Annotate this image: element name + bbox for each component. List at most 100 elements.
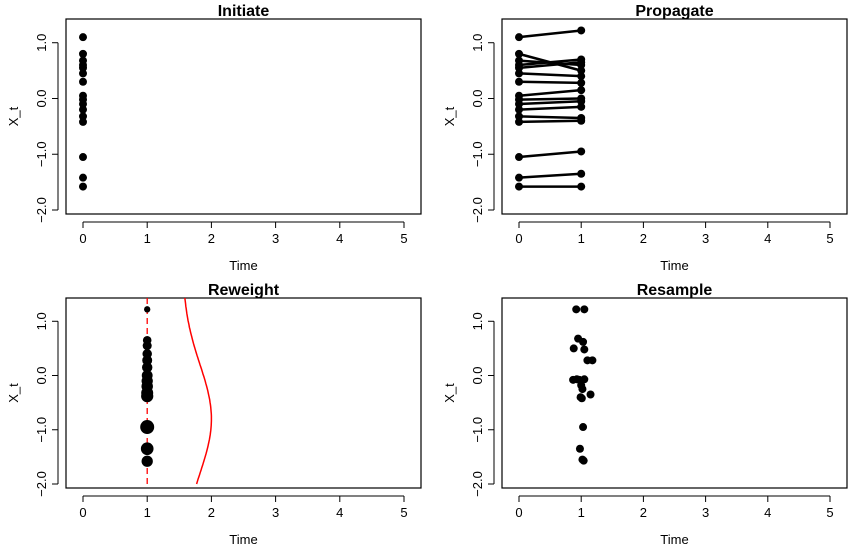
x-tick-label: 3	[272, 231, 279, 246]
data-point	[141, 390, 154, 403]
y-axis: −2.0 −1.0 0.0 1.0	[34, 34, 59, 223]
x-tick-label: 2	[208, 231, 215, 246]
x-axis-label: Time	[229, 258, 257, 273]
data-point	[577, 97, 586, 106]
y-axis-label: X_t	[442, 106, 457, 126]
data-point	[580, 305, 589, 314]
data-point	[515, 63, 523, 72]
data-point	[575, 444, 584, 453]
x-axis-label: Time	[229, 532, 257, 547]
x-tick-label: 3	[702, 505, 709, 520]
x-tick-label: 5	[400, 505, 407, 520]
trajectory-line	[518, 150, 582, 159]
data-point	[515, 153, 523, 162]
panel-4: Resample 0 1 2 3 4 5 Time −2.0 −1.0 0.0 1.0 X_t	[442, 282, 848, 547]
data-point	[79, 173, 87, 182]
x-axis: 0 1 2 3 4 5	[515, 495, 834, 520]
trajectory-line	[518, 58, 582, 67]
x-axis-label: Time	[660, 532, 688, 547]
data-point	[79, 112, 87, 121]
chart-title: Resample	[637, 282, 713, 299]
x-tick-label: 5	[400, 231, 407, 246]
y-tick-label: 1.0	[34, 312, 49, 330]
x-tick-label: 4	[764, 231, 771, 246]
data-point	[140, 442, 154, 456]
data-point	[577, 102, 586, 111]
trajectory-line	[518, 119, 582, 124]
data-point	[580, 345, 589, 354]
plot-frame	[65, 18, 422, 215]
trajectory-line	[518, 60, 582, 70]
plot-frame	[65, 297, 422, 489]
y-tick-label: 1.0	[470, 312, 485, 330]
data-point	[515, 69, 523, 78]
data-point	[577, 58, 586, 67]
y-tick-label: 0.0	[34, 366, 49, 384]
data-marks	[140, 297, 213, 488]
data-point	[578, 385, 587, 394]
chart-title: Reweight	[208, 282, 280, 299]
data-point	[79, 69, 87, 78]
y-tick-label: 1.0	[470, 34, 485, 52]
y-axis: −2.0 −1.0 0.0 1.0	[34, 312, 59, 497]
data-point	[142, 362, 153, 373]
panel-2: Propagate 0 1 2 3 4 5 Time −2.0 −1.0 0.0 1.0 X_t	[442, 3, 848, 273]
x-tick-label: 1	[144, 505, 151, 520]
data-point	[515, 105, 523, 114]
y-tick-label: −1.0	[470, 141, 485, 167]
data-point	[79, 100, 87, 109]
data-point	[140, 420, 155, 435]
y-tick-label: −2.0	[34, 471, 49, 497]
x-axis-label: Time	[660, 258, 688, 273]
data-point	[569, 344, 578, 353]
data-point	[515, 77, 523, 86]
data-point	[577, 394, 586, 403]
data-point	[79, 117, 87, 126]
data-point	[577, 116, 586, 125]
y-axis: −2.0 −1.0 0.0 1.0	[470, 312, 495, 497]
chart-title: Initiate	[218, 3, 270, 20]
data-point	[515, 173, 523, 182]
y-tick-label: 0.0	[470, 366, 485, 384]
trajectory-line	[518, 97, 582, 101]
trajectory-line	[518, 105, 582, 111]
data-point	[572, 305, 581, 314]
x-tick-label: 5	[826, 231, 833, 246]
data-point	[586, 390, 595, 399]
x-tick-label: 2	[640, 231, 647, 246]
x-tick-label: 1	[578, 231, 585, 246]
data-point	[577, 86, 586, 95]
data-point	[579, 423, 588, 432]
x-tick-label: 4	[336, 231, 343, 246]
data-point	[79, 105, 87, 114]
data-point	[79, 49, 87, 58]
data-point	[515, 100, 523, 109]
trajectory-line	[518, 88, 582, 97]
trajectory-line	[518, 100, 582, 106]
panel-1: Initiate 0 1 2 3 4 5 Time −2.0 −1.0 0.0 1.0 X_t	[6, 3, 422, 273]
x-tick-label: 0	[79, 505, 86, 520]
y-axis-label: X_t	[6, 383, 21, 403]
trajectory-line	[518, 80, 582, 85]
data-point	[144, 306, 151, 313]
y-axis-label: X_t	[6, 106, 21, 126]
x-tick-label: 2	[640, 505, 647, 520]
data-marks	[515, 26, 586, 191]
x-tick-label: 1	[144, 231, 151, 246]
data-point	[79, 153, 87, 162]
trajectory-line	[518, 72, 582, 78]
density-curve	[184, 297, 213, 485]
y-tick-label: −1.0	[34, 417, 49, 443]
x-tick-label: 0	[79, 231, 86, 246]
x-axis: 0 1 2 3 4 5	[515, 221, 834, 246]
data-point	[577, 78, 586, 87]
data-point	[580, 375, 589, 384]
data-point	[577, 72, 586, 81]
trajectory-line	[518, 29, 582, 39]
data-point	[579, 337, 588, 346]
data-point	[79, 33, 87, 42]
x-tick-label: 0	[515, 505, 522, 520]
data-point	[142, 341, 152, 351]
y-tick-label: −1.0	[470, 417, 485, 443]
